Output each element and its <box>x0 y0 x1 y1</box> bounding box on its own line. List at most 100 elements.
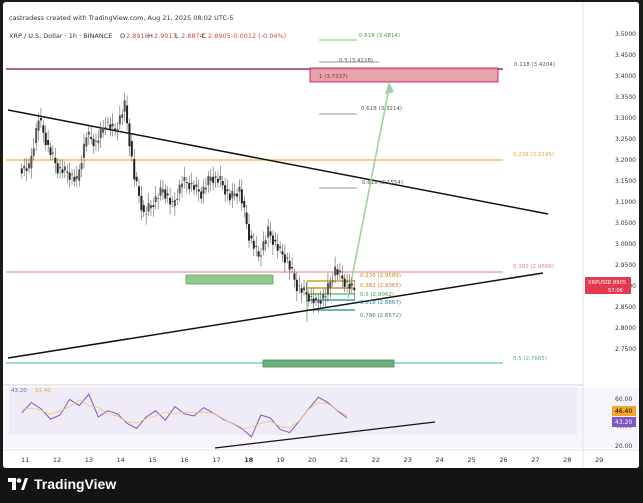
time-axis[interactable]: 11 12 13 14 15 16 17 18 19 20 21 22 23 24 25 26 27 28 29 <box>21 456 603 464</box>
time-tick-label: 29 <box>595 456 603 464</box>
price-tick-label: 3.2500 <box>615 136 636 143</box>
candle-body <box>312 298 315 304</box>
candle-body <box>248 224 251 241</box>
candle-body <box>51 152 54 154</box>
candle-body <box>259 255 262 257</box>
rsi-trendline[interactable] <box>214 421 436 449</box>
candle-body <box>116 129 119 131</box>
candle-body <box>49 147 52 156</box>
candle-body <box>200 191 203 199</box>
price-axis[interactable]: 3.5000 3.4500 3.4000 3.3500 3.3000 3.2500 3.20… <box>615 31 636 353</box>
time-tick-label: 23 <box>404 456 412 464</box>
fib-label-618-low: 0.618 (3.1554) <box>362 180 403 186</box>
candle-body <box>233 193 236 196</box>
candle-body <box>338 270 341 273</box>
ladder-label-382: 0.382 (2.9365) <box>360 283 401 289</box>
rsi-signal-line <box>21 399 348 430</box>
tradingview-wordmark: TradingView <box>34 476 117 492</box>
candle-body <box>262 241 265 251</box>
rsi-series <box>21 393 348 438</box>
candle-body <box>92 139 95 147</box>
candle-body <box>314 297 317 301</box>
candle-body <box>193 185 196 190</box>
candle-body <box>255 246 258 247</box>
rsi-axis-60: 60.00 <box>615 396 632 403</box>
candle-body <box>341 275 344 279</box>
candle-body <box>71 174 74 176</box>
candle-body <box>147 203 150 212</box>
candle-body <box>343 278 346 287</box>
candle-body <box>123 100 126 112</box>
bottom-bar: TradingView <box>0 468 643 503</box>
candle-body <box>216 178 219 183</box>
candle-body <box>350 283 353 286</box>
ohlc-low-key: L <box>175 32 179 40</box>
candle-body <box>82 143 85 158</box>
candle-body <box>138 186 141 196</box>
time-tick-label: 19 <box>276 456 284 464</box>
candle-body <box>94 140 97 142</box>
candle-body <box>226 189 229 192</box>
candle-body <box>73 176 76 182</box>
candle-body <box>68 172 71 180</box>
price-tick-label: 3.4000 <box>615 73 636 80</box>
tradingview-logo-icon <box>8 478 28 490</box>
candle-body <box>63 166 66 171</box>
candle-body <box>204 187 207 190</box>
ohlc-high-value: 2.9017 <box>154 32 177 40</box>
price-tick-label: 2.8500 <box>615 304 636 311</box>
candle-body <box>97 140 100 144</box>
projection-arrow[interactable] <box>347 87 390 299</box>
demand-zone-upper[interactable] <box>185 274 274 285</box>
ascending-trendline[interactable] <box>7 272 544 359</box>
candle-body <box>106 121 109 123</box>
candle-body <box>169 197 172 205</box>
rsi-band <box>9 387 577 435</box>
candle-body <box>114 128 117 131</box>
candle-body <box>279 246 282 249</box>
price-tick-label: 2.8000 <box>615 325 636 332</box>
price-tick-label: 3.4500 <box>615 52 636 59</box>
time-tick-label: 13 <box>85 456 93 464</box>
fib-label-1: 1 (3.7337) <box>319 74 348 80</box>
candle-body <box>291 267 294 269</box>
candle-body <box>149 205 152 209</box>
candle-body <box>27 163 30 169</box>
candle-body <box>336 269 339 275</box>
candle-body <box>87 131 90 135</box>
candle-body <box>252 240 255 249</box>
candle-body <box>111 123 114 127</box>
projection-arrow-head <box>385 82 394 94</box>
candle-body <box>166 193 169 196</box>
candle-body <box>133 158 136 180</box>
candle-body <box>154 196 157 202</box>
candle-body <box>32 148 35 156</box>
candle-body <box>37 120 40 131</box>
target-zone-box[interactable] <box>309 67 499 83</box>
candle-body <box>346 281 349 283</box>
demand-zone-lower[interactable] <box>262 359 395 368</box>
candle-body <box>85 137 88 147</box>
candle-body <box>293 273 296 280</box>
ladder-label-618: 0.618 (2.8867) <box>360 300 401 306</box>
descending-trendline[interactable] <box>7 109 549 215</box>
candle-body <box>300 288 303 293</box>
symbol-line: XRP / U.S. Dollar · 1h · BINANCE <box>9 32 112 40</box>
candle-body <box>257 251 260 257</box>
candle-body <box>164 189 167 199</box>
tradingview-logo[interactable]: TradingView <box>8 476 116 492</box>
candle-body <box>39 118 42 121</box>
candle-body <box>130 141 133 157</box>
candle-body <box>236 193 239 197</box>
rsi-tag-2 <box>612 417 636 427</box>
fib-label-382-pink: 0.382 (2.9666) <box>513 264 554 270</box>
candle-body <box>331 280 334 282</box>
price-tick-label: 3.0000 <box>615 241 636 248</box>
fib-label-118: 0.118 (3.4204) <box>514 62 555 68</box>
trading-chart[interactable]: castradess created with TradingView.com,… <box>3 2 639 468</box>
candle-body <box>283 254 286 263</box>
candle-body <box>221 181 224 186</box>
candle-body <box>56 163 59 174</box>
candle-body <box>348 283 351 289</box>
candle-body <box>271 235 274 245</box>
